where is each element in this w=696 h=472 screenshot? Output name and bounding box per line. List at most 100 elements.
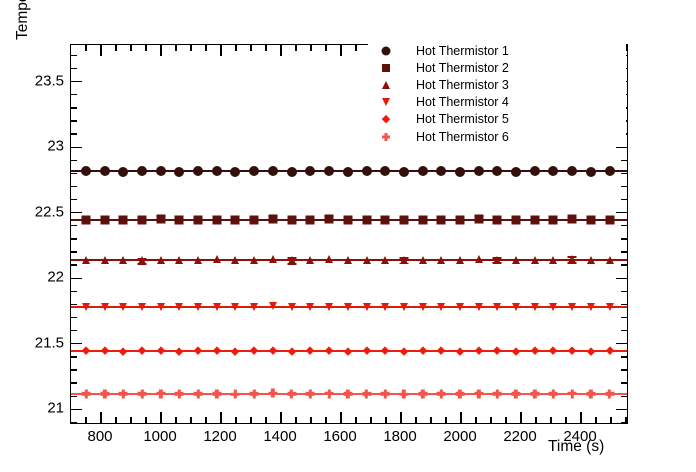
x-axis-tick	[100, 412, 102, 423]
marker-triangle-up	[605, 255, 614, 264]
marker-square	[81, 215, 91, 225]
marker-cross	[305, 389, 315, 399]
y-axis-minor-tick	[71, 159, 77, 161]
marker-triangle-down	[586, 302, 595, 311]
marker-triangle-up	[156, 255, 165, 264]
marker-cross	[343, 389, 353, 399]
marker-circle	[585, 166, 596, 177]
marker-circle	[230, 166, 241, 177]
x-axis-tick	[340, 412, 342, 423]
marker-circle	[510, 166, 521, 177]
y-axis-minor-tick	[621, 185, 627, 188]
x-axis-minor-tick	[295, 417, 297, 423]
marker-cross	[399, 389, 409, 399]
x-axis-tick-label: 2200	[503, 428, 537, 445]
x-axis-tick-label: 1600	[323, 428, 357, 445]
series-group	[71, 45, 627, 423]
legend-item[interactable]: Hot Thermistor 5	[368, 111, 626, 128]
legend-item[interactable]: Hot Thermistor 4	[368, 94, 626, 111]
y-axis-minor-tick	[621, 159, 627, 161]
marker-cross	[212, 389, 222, 399]
marker-square	[548, 215, 558, 225]
marker-square	[118, 215, 128, 225]
legend-label: Hot Thermistor 1	[416, 43, 509, 58]
legend-marker-square	[382, 63, 390, 72]
x-axis-minor-tick	[145, 45, 147, 51]
legend-label: Hot Thermistor 6	[416, 129, 509, 144]
marker-triangle-up	[138, 256, 147, 265]
y-axis-minor-tick	[71, 54, 77, 57]
marker-triangle-up	[194, 255, 203, 264]
y-axis-minor-tick	[621, 395, 627, 397]
legend-item[interactable]: Hot Thermistor 3	[368, 76, 626, 93]
y-axis-minor-tick	[71, 198, 77, 201]
marker-triangle-down	[568, 302, 576, 311]
legend-item[interactable]: Hot Thermistor 2	[368, 59, 626, 76]
x-axis-minor-tick	[85, 417, 87, 423]
x-axis-minor-tick	[175, 45, 177, 51]
marker-circle	[193, 166, 204, 177]
x-axis-minor-tick	[385, 417, 387, 423]
marker-square	[305, 215, 315, 225]
x-axis-tick	[280, 412, 282, 423]
y-axis-minor-tick	[621, 251, 627, 253]
x-axis-tick	[220, 412, 222, 423]
marker-circle	[174, 166, 185, 177]
marker-triangle-up	[119, 255, 128, 264]
marker-triangle-down	[156, 302, 165, 311]
x-axis-minor-tick	[190, 417, 192, 423]
x-axis-minor-tick	[610, 417, 612, 423]
marker-cross	[455, 389, 465, 399]
x-axis-minor-tick	[85, 45, 87, 51]
x-axis-tick	[580, 412, 582, 423]
series-group	[71, 45, 627, 423]
marker-square	[287, 215, 296, 225]
y-axis-tick-label: 23	[47, 137, 64, 155]
x-axis-minor-tick	[190, 45, 192, 51]
x-axis-minor-tick	[370, 417, 372, 423]
marker-circle	[249, 166, 260, 177]
x-axis-tick-label: 800	[87, 428, 113, 445]
marker-triangle-up	[325, 255, 333, 264]
x-axis-minor-tick	[145, 417, 147, 423]
marker-circle	[305, 166, 316, 177]
marker-square	[230, 215, 240, 225]
y-axis-minor-tick	[71, 264, 77, 266]
marker-triangle-down	[325, 302, 333, 311]
marker-triangle-down	[82, 302, 90, 311]
marker-triangle-up	[250, 255, 259, 264]
y-axis-minor-tick	[71, 395, 77, 397]
legend-label: Hot Thermistor 4	[416, 95, 509, 110]
marker-cross	[511, 389, 521, 399]
marker-cross	[81, 389, 91, 399]
y-axis-tick	[616, 212, 627, 214]
x-axis-minor-tick	[355, 417, 357, 423]
marker-triangle-up	[455, 255, 464, 264]
marker-triangle-down	[343, 302, 352, 311]
series-group	[71, 45, 627, 423]
legend-item[interactable]: Hot Thermistor 1	[368, 42, 626, 59]
y-axis-tick	[71, 277, 82, 279]
x-axis-minor-tick	[175, 417, 177, 423]
marker-triangle-down	[250, 302, 259, 311]
marker-cross	[530, 389, 540, 399]
y-axis-tick-label: 21.5	[34, 334, 64, 352]
y-axis-minor-tick	[621, 172, 627, 175]
marker-cross	[118, 389, 128, 399]
x-axis-minor-tick	[235, 417, 237, 423]
x-axis-minor-tick	[490, 417, 492, 423]
y-axis-tick	[71, 212, 82, 214]
marker-triangle-up	[399, 255, 408, 264]
marker-triangle-down	[418, 302, 427, 311]
x-axis-minor-tick	[505, 417, 507, 423]
series-group	[71, 45, 627, 423]
y-axis-minor-tick	[71, 251, 77, 253]
marker-triangle-down	[212, 302, 221, 311]
y-axis-minor-tick	[621, 303, 627, 306]
marker-triangle-up	[100, 255, 109, 264]
y-axis-tick	[616, 146, 627, 148]
x-axis-minor-tick	[265, 45, 267, 51]
marker-triangle-down	[605, 302, 614, 311]
legend-item[interactable]: Hot Thermistor 6	[368, 128, 626, 145]
y-axis-minor-tick	[621, 356, 627, 358]
